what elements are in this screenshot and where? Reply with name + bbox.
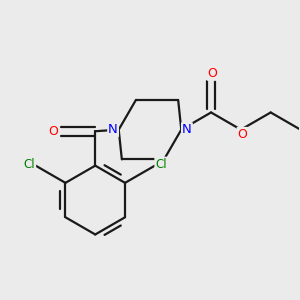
Text: O: O xyxy=(208,67,218,80)
Text: Cl: Cl xyxy=(155,158,167,171)
Text: O: O xyxy=(238,128,248,141)
Text: N: N xyxy=(182,123,192,136)
Text: O: O xyxy=(48,125,58,138)
Text: Cl: Cl xyxy=(24,158,35,171)
Text: N: N xyxy=(108,123,118,136)
